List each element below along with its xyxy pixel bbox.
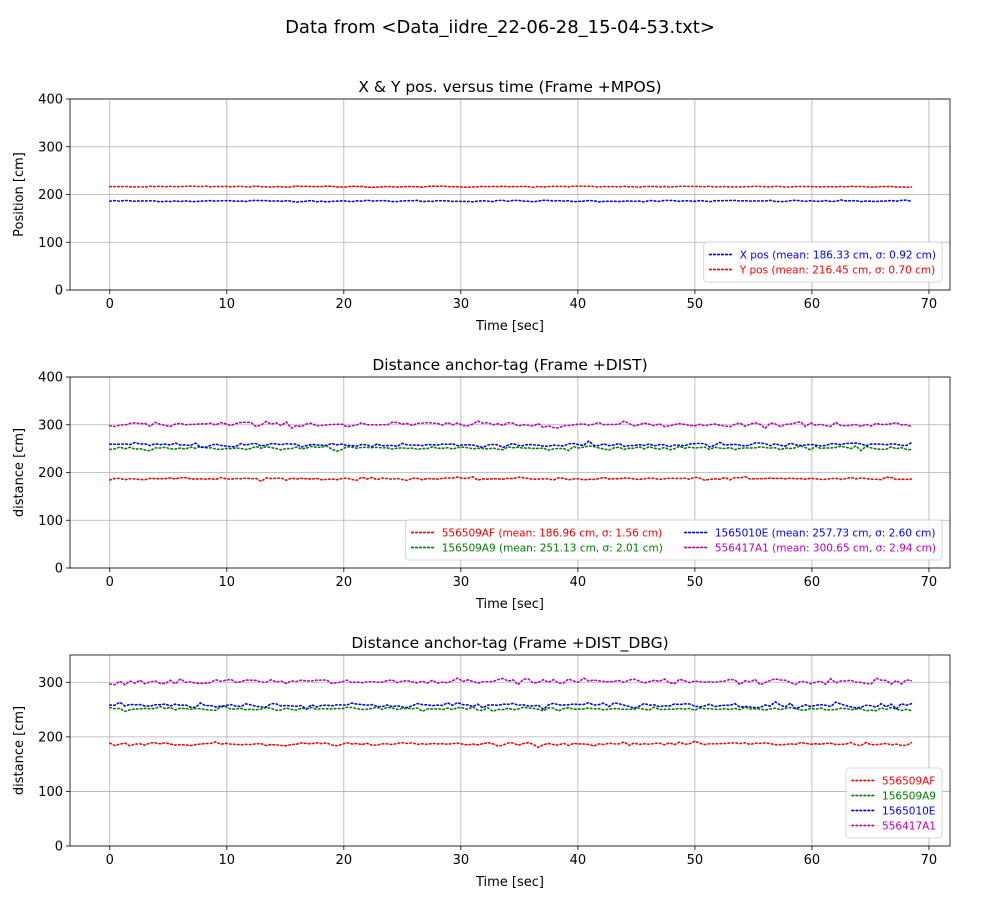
- x-tick-label: 10: [219, 297, 236, 312]
- legend-label: 556417A1 (mean: 300.65 cm, σ: 2.94 cm): [715, 542, 936, 554]
- x-tick-label: 70: [921, 853, 938, 868]
- chart-panel-1: 0 10 20 30 40 50 60 70 0 100 200 300 400 X & Y pos. v…: [12, 78, 951, 334]
- x-tick-label: 70: [921, 297, 938, 312]
- x-tick-label: 0: [106, 853, 114, 868]
- legend-label: 556417A1: [882, 820, 936, 832]
- legend-label: 1565010E: [882, 805, 935, 817]
- y-tick-label: 0: [55, 284, 63, 299]
- y-tick-label: 200: [38, 466, 63, 481]
- y-axis-label: distance [cm]: [12, 706, 27, 795]
- series-line-1: [108, 475, 913, 483]
- y-tick-label: 300: [38, 676, 63, 691]
- x-tick-label: 50: [687, 297, 704, 312]
- series-line-4: [108, 420, 913, 430]
- data-series-group: [108, 677, 913, 749]
- y-tick-label: 100: [38, 514, 63, 529]
- chart-title: Distance anchor-tag (Frame +DIST_DBG): [351, 634, 668, 653]
- x-tick-label: 20: [336, 297, 353, 312]
- chart-panel-3: 0 10 20 30 40 50 60 70 0 100 200 300 Distance anchor…: [12, 634, 951, 890]
- figure-suptitle: Data from <Data_iidre_22-06-28_15-04-53.…: [285, 17, 715, 38]
- series-line-4: [108, 677, 913, 686]
- series-line-2: [108, 444, 913, 453]
- legend: 556509AF (mean: 186.96 cm, σ: 1.56 cm) 15…: [405, 519, 943, 561]
- x-tick-label: 60: [804, 297, 821, 312]
- x-tick-label: 40: [570, 575, 587, 590]
- legend-label: 556509AF: [882, 775, 935, 787]
- series-line-3: [108, 439, 913, 449]
- x-tick-label: 50: [687, 575, 704, 590]
- x-tick-label: 50: [687, 853, 704, 868]
- x-tick-label: 30: [453, 575, 470, 590]
- legend-box: [845, 767, 943, 839]
- x-tick-label: 20: [336, 575, 353, 590]
- legend-label: 156509A9 (mean: 251.13 cm, σ: 2.01 cm): [442, 542, 663, 554]
- legend-label: 556509AF (mean: 186.96 cm, σ: 1.56 cm): [442, 527, 663, 539]
- x-tick-label: 40: [570, 297, 587, 312]
- x-tick-label: 30: [453, 297, 470, 312]
- y-tick-label: 100: [38, 785, 63, 800]
- legend-label: Y pos (mean: 216.45 cm, σ: 0.70 cm): [739, 264, 936, 276]
- series-line-1: [108, 740, 913, 749]
- y-tick-label: 300: [38, 418, 63, 433]
- legend: 556509AF 156509A9 1565010E 556417A1: [845, 767, 943, 839]
- x-tick-label: 30: [453, 853, 470, 868]
- series-line-2: [108, 705, 913, 713]
- y-tick-label: 200: [38, 730, 63, 745]
- x-tick-label: 60: [804, 853, 821, 868]
- legend: X pos (mean: 186.33 cm, σ: 0.92 cm) Y pos…: [703, 241, 943, 283]
- chart-panel-2: 0 10 20 30 40 50 60 70 0 100 200 300 400 Distance anc…: [12, 356, 951, 612]
- y-tick-label: 300: [38, 140, 63, 155]
- series-line-3: [108, 700, 913, 711]
- y-tick-label: 200: [38, 188, 63, 203]
- y-axis-label: Position [cm]: [12, 152, 27, 237]
- y-tick-label: 0: [55, 840, 63, 855]
- y-tick-label: 400: [38, 93, 63, 108]
- series-line-2: [108, 185, 913, 189]
- legend-label: 156509A9: [882, 790, 936, 802]
- y-tick-label: 100: [38, 236, 63, 251]
- x-axis-label: Time [sec]: [475, 875, 544, 890]
- y-axis-label: distance [cm]: [12, 428, 27, 517]
- data-series-group: [108, 420, 913, 483]
- legend-box: [405, 519, 943, 561]
- x-tick-label: 0: [106, 297, 114, 312]
- chart-title: X & Y pos. versus time (Frame +MPOS): [358, 78, 661, 96]
- data-series-group: [108, 185, 913, 203]
- x-tick-label: 70: [921, 575, 938, 590]
- x-axis-label: Time [sec]: [475, 597, 544, 612]
- x-tick-label: 10: [219, 853, 236, 868]
- x-tick-label: 10: [219, 575, 236, 590]
- x-tick-label: 40: [570, 853, 587, 868]
- legend-label: 1565010E (mean: 257.73 cm, σ: 2.60 cm): [715, 527, 936, 539]
- axes-frame: [69, 654, 951, 847]
- x-tick-label: 60: [804, 575, 821, 590]
- legend-label: X pos (mean: 186.33 cm, σ: 0.92 cm): [740, 249, 936, 261]
- chart-title: Distance anchor-tag (Frame +DIST): [372, 356, 647, 374]
- y-tick-label: 0: [55, 562, 63, 577]
- series-line-1: [108, 199, 913, 203]
- legend-box: [703, 241, 943, 283]
- x-axis-label: Time [sec]: [475, 319, 544, 334]
- y-tick-label: 400: [38, 371, 63, 386]
- x-tick-label: 0: [106, 575, 114, 590]
- x-tick-label: 20: [336, 853, 353, 868]
